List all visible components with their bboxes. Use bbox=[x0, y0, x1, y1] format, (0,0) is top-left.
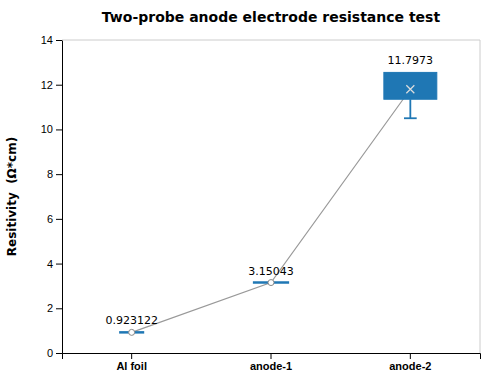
x-tick-label: anode-2 bbox=[389, 360, 431, 372]
y-tick-mark bbox=[56, 40, 62, 41]
y-tick-mark bbox=[56, 264, 62, 265]
y-tick: 2 bbox=[47, 302, 62, 314]
data-labels: 0.923122 3.15043 11.7973 bbox=[105, 54, 433, 327]
mean-marker bbox=[268, 280, 274, 286]
y-tick-label: 14 bbox=[41, 34, 53, 46]
box-whisker bbox=[409, 99, 411, 118]
title: Two-probe anode electrode resistance tes… bbox=[102, 9, 441, 25]
y-tick-mark bbox=[56, 308, 62, 309]
y-tick: 6 bbox=[47, 213, 62, 225]
y-tick-label: 0 bbox=[47, 347, 53, 359]
y-tick-mark bbox=[56, 129, 62, 130]
data-label: 11.7973 bbox=[388, 54, 434, 67]
y-tick-label: 12 bbox=[41, 79, 53, 91]
box-whisker-cap bbox=[404, 117, 417, 119]
mean-marker bbox=[406, 85, 414, 93]
y-tick-mark bbox=[56, 219, 62, 220]
chart: 0 2 4 6 8 10 12 14 Al foil anode-1 anode-2 0.923122… bbox=[0, 0, 500, 389]
x-tick: anode-1 bbox=[250, 353, 292, 372]
y-tick: 12 bbox=[41, 79, 62, 91]
mean-line bbox=[132, 89, 411, 332]
frame bbox=[480, 40, 481, 353]
y-axis-line bbox=[56, 41, 63, 354]
plot: 0 2 4 6 8 10 12 14 Al foil anode-1 anode-2 0.923122… bbox=[41, 34, 481, 372]
y-tick-label: 2 bbox=[47, 302, 53, 314]
y-tick: 14 bbox=[41, 34, 62, 46]
y-tick: 0 bbox=[47, 347, 62, 359]
x-tick-mark bbox=[410, 353, 411, 359]
marks bbox=[119, 72, 437, 335]
y-tick-label: 6 bbox=[47, 213, 53, 225]
y-tick-mark bbox=[56, 85, 62, 86]
mean-marker bbox=[129, 329, 135, 335]
x-axis: Al foil anode-1 anode-2 bbox=[63, 353, 481, 372]
data-label: 3.15043 bbox=[248, 265, 294, 278]
y-tick-label: 4 bbox=[47, 258, 53, 270]
x-tick: anode-2 bbox=[389, 353, 431, 372]
data-label: 0.923122 bbox=[105, 314, 157, 327]
frame bbox=[62, 40, 480, 41]
y-tick: 8 bbox=[47, 168, 62, 180]
y-tick-mark bbox=[56, 353, 62, 354]
y-tick: 10 bbox=[41, 123, 62, 135]
y-tick-label: 8 bbox=[47, 168, 53, 180]
x-tick: Al foil bbox=[116, 353, 147, 372]
x-tick-label: anode-1 bbox=[250, 360, 292, 372]
y-tick-mark bbox=[56, 174, 62, 175]
x-tick-mark bbox=[131, 353, 132, 359]
y-axis-title: Resitivity (Ω*cm) bbox=[5, 137, 19, 256]
box bbox=[384, 72, 437, 99]
y-tick: 4 bbox=[47, 258, 62, 270]
x-tick-mark bbox=[271, 353, 272, 359]
y-tick-label: 10 bbox=[41, 123, 53, 135]
x-tick-label: Al foil bbox=[116, 360, 147, 372]
x-axis-line bbox=[63, 354, 481, 360]
y-axis: 0 2 4 6 8 10 12 14 bbox=[41, 34, 63, 359]
